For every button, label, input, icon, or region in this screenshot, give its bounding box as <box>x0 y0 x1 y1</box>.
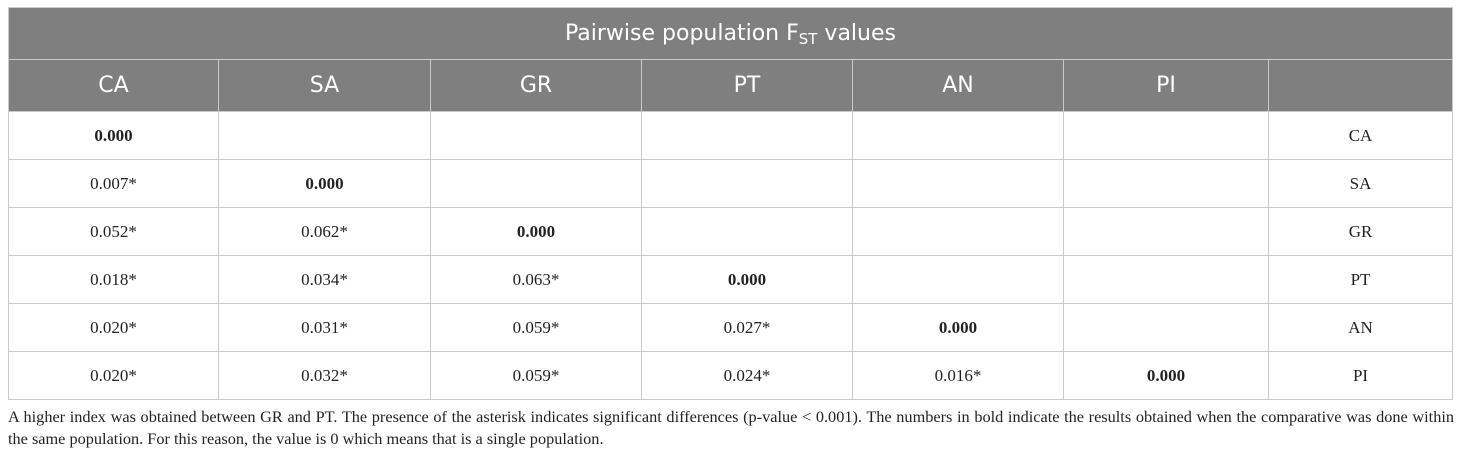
row-label: GR <box>1267 207 1454 256</box>
table-cell: 0.063* <box>430 255 642 304</box>
column-header: GR <box>430 59 642 112</box>
row-label: CA <box>1267 111 1454 160</box>
table-cell <box>852 207 1064 256</box>
table-cell: 0.059* <box>430 303 642 352</box>
table-cell <box>1063 159 1269 208</box>
table-cell: 0.000 <box>641 255 853 304</box>
title-main: Pairwise population F <box>565 21 799 46</box>
table-cell <box>641 111 853 160</box>
table-cell: 0.052* <box>8 207 219 256</box>
table-cell <box>641 207 853 256</box>
table-cell: 0.020* <box>8 351 219 400</box>
fst-table: Pairwise population FST values CA SA GR PT A… <box>7 7 1454 400</box>
table-cell <box>641 159 853 208</box>
table-cell: 0.020* <box>8 303 219 352</box>
table-cell: 0.027* <box>641 303 853 352</box>
row-label: PT <box>1267 255 1454 304</box>
column-header: AN <box>852 59 1064 112</box>
row-label: SA <box>1267 159 1454 208</box>
table-cell: 0.000 <box>852 303 1064 352</box>
column-header: PI <box>1063 59 1269 112</box>
table-cell <box>852 159 1064 208</box>
table-cell <box>218 111 431 160</box>
table-cell: 0.016* <box>852 351 1064 400</box>
table-cell <box>1063 111 1269 160</box>
title-tail: values <box>817 21 896 46</box>
title-subscript: ST <box>798 30 818 48</box>
table-cell: 0.024* <box>641 351 853 400</box>
column-header <box>1267 59 1454 112</box>
table-cell: 0.031* <box>218 303 431 352</box>
table-cell: 0.000 <box>1063 351 1269 400</box>
table-cell <box>1063 207 1269 256</box>
column-header: CA <box>8 59 219 112</box>
table-cell: 0.034* <box>218 255 431 304</box>
row-label: PI <box>1267 351 1454 400</box>
table-row: 0.018* 0.034* 0.063* 0.000 PT <box>8 255 1454 304</box>
table-cell: 0.000 <box>430 207 642 256</box>
table-row: 0.007* 0.000 SA <box>8 159 1454 208</box>
table-cell <box>852 111 1064 160</box>
table-cell <box>1063 303 1269 352</box>
table-cell <box>430 111 642 160</box>
column-header-row: CA SA GR PT AN PI <box>8 59 1454 112</box>
table-title-row: Pairwise population FST values <box>7 7 1454 60</box>
table-cell: 0.000 <box>8 111 219 160</box>
table-cell: 0.000 <box>218 159 431 208</box>
table-cell <box>852 255 1064 304</box>
table-row: 0.020* 0.031* 0.059* 0.027* 0.000 AN <box>8 303 1454 352</box>
column-header: PT <box>641 59 853 112</box>
table-row: 0.020* 0.032* 0.059* 0.024* 0.016* 0.000 PI <box>8 351 1454 400</box>
table-cell <box>1063 255 1269 304</box>
table-footnote: A higher index was obtained between GR a… <box>8 407 1454 448</box>
table-cell <box>430 159 642 208</box>
column-header: SA <box>218 59 431 112</box>
table-title: Pairwise population FST values <box>7 7 1454 60</box>
fst-table-container: Pairwise population FST values CA SA GR PT A… <box>7 7 1454 400</box>
row-label: AN <box>1267 303 1454 352</box>
table-body: 0.000 CA 0.007* 0.000 SA 0.052* 0.062* 0.000 GR 0… <box>8 111 1454 400</box>
table-row: 0.000 CA <box>8 111 1454 160</box>
table-cell: 0.018* <box>8 255 219 304</box>
table-cell: 0.007* <box>8 159 219 208</box>
table-cell: 0.062* <box>218 207 431 256</box>
table-cell: 0.032* <box>218 351 431 400</box>
table-row: 0.052* 0.062* 0.000 GR <box>8 207 1454 256</box>
table-cell: 0.059* <box>430 351 642 400</box>
